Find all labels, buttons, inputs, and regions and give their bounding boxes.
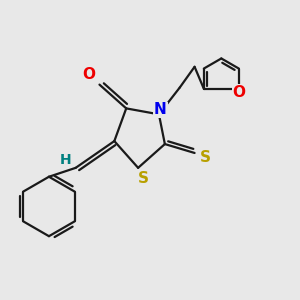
Text: O: O bbox=[82, 67, 96, 82]
Text: H: H bbox=[59, 153, 71, 167]
Text: S: S bbox=[200, 150, 211, 165]
Text: N: N bbox=[154, 102, 167, 117]
Text: S: S bbox=[138, 171, 149, 186]
Text: O: O bbox=[233, 85, 246, 100]
